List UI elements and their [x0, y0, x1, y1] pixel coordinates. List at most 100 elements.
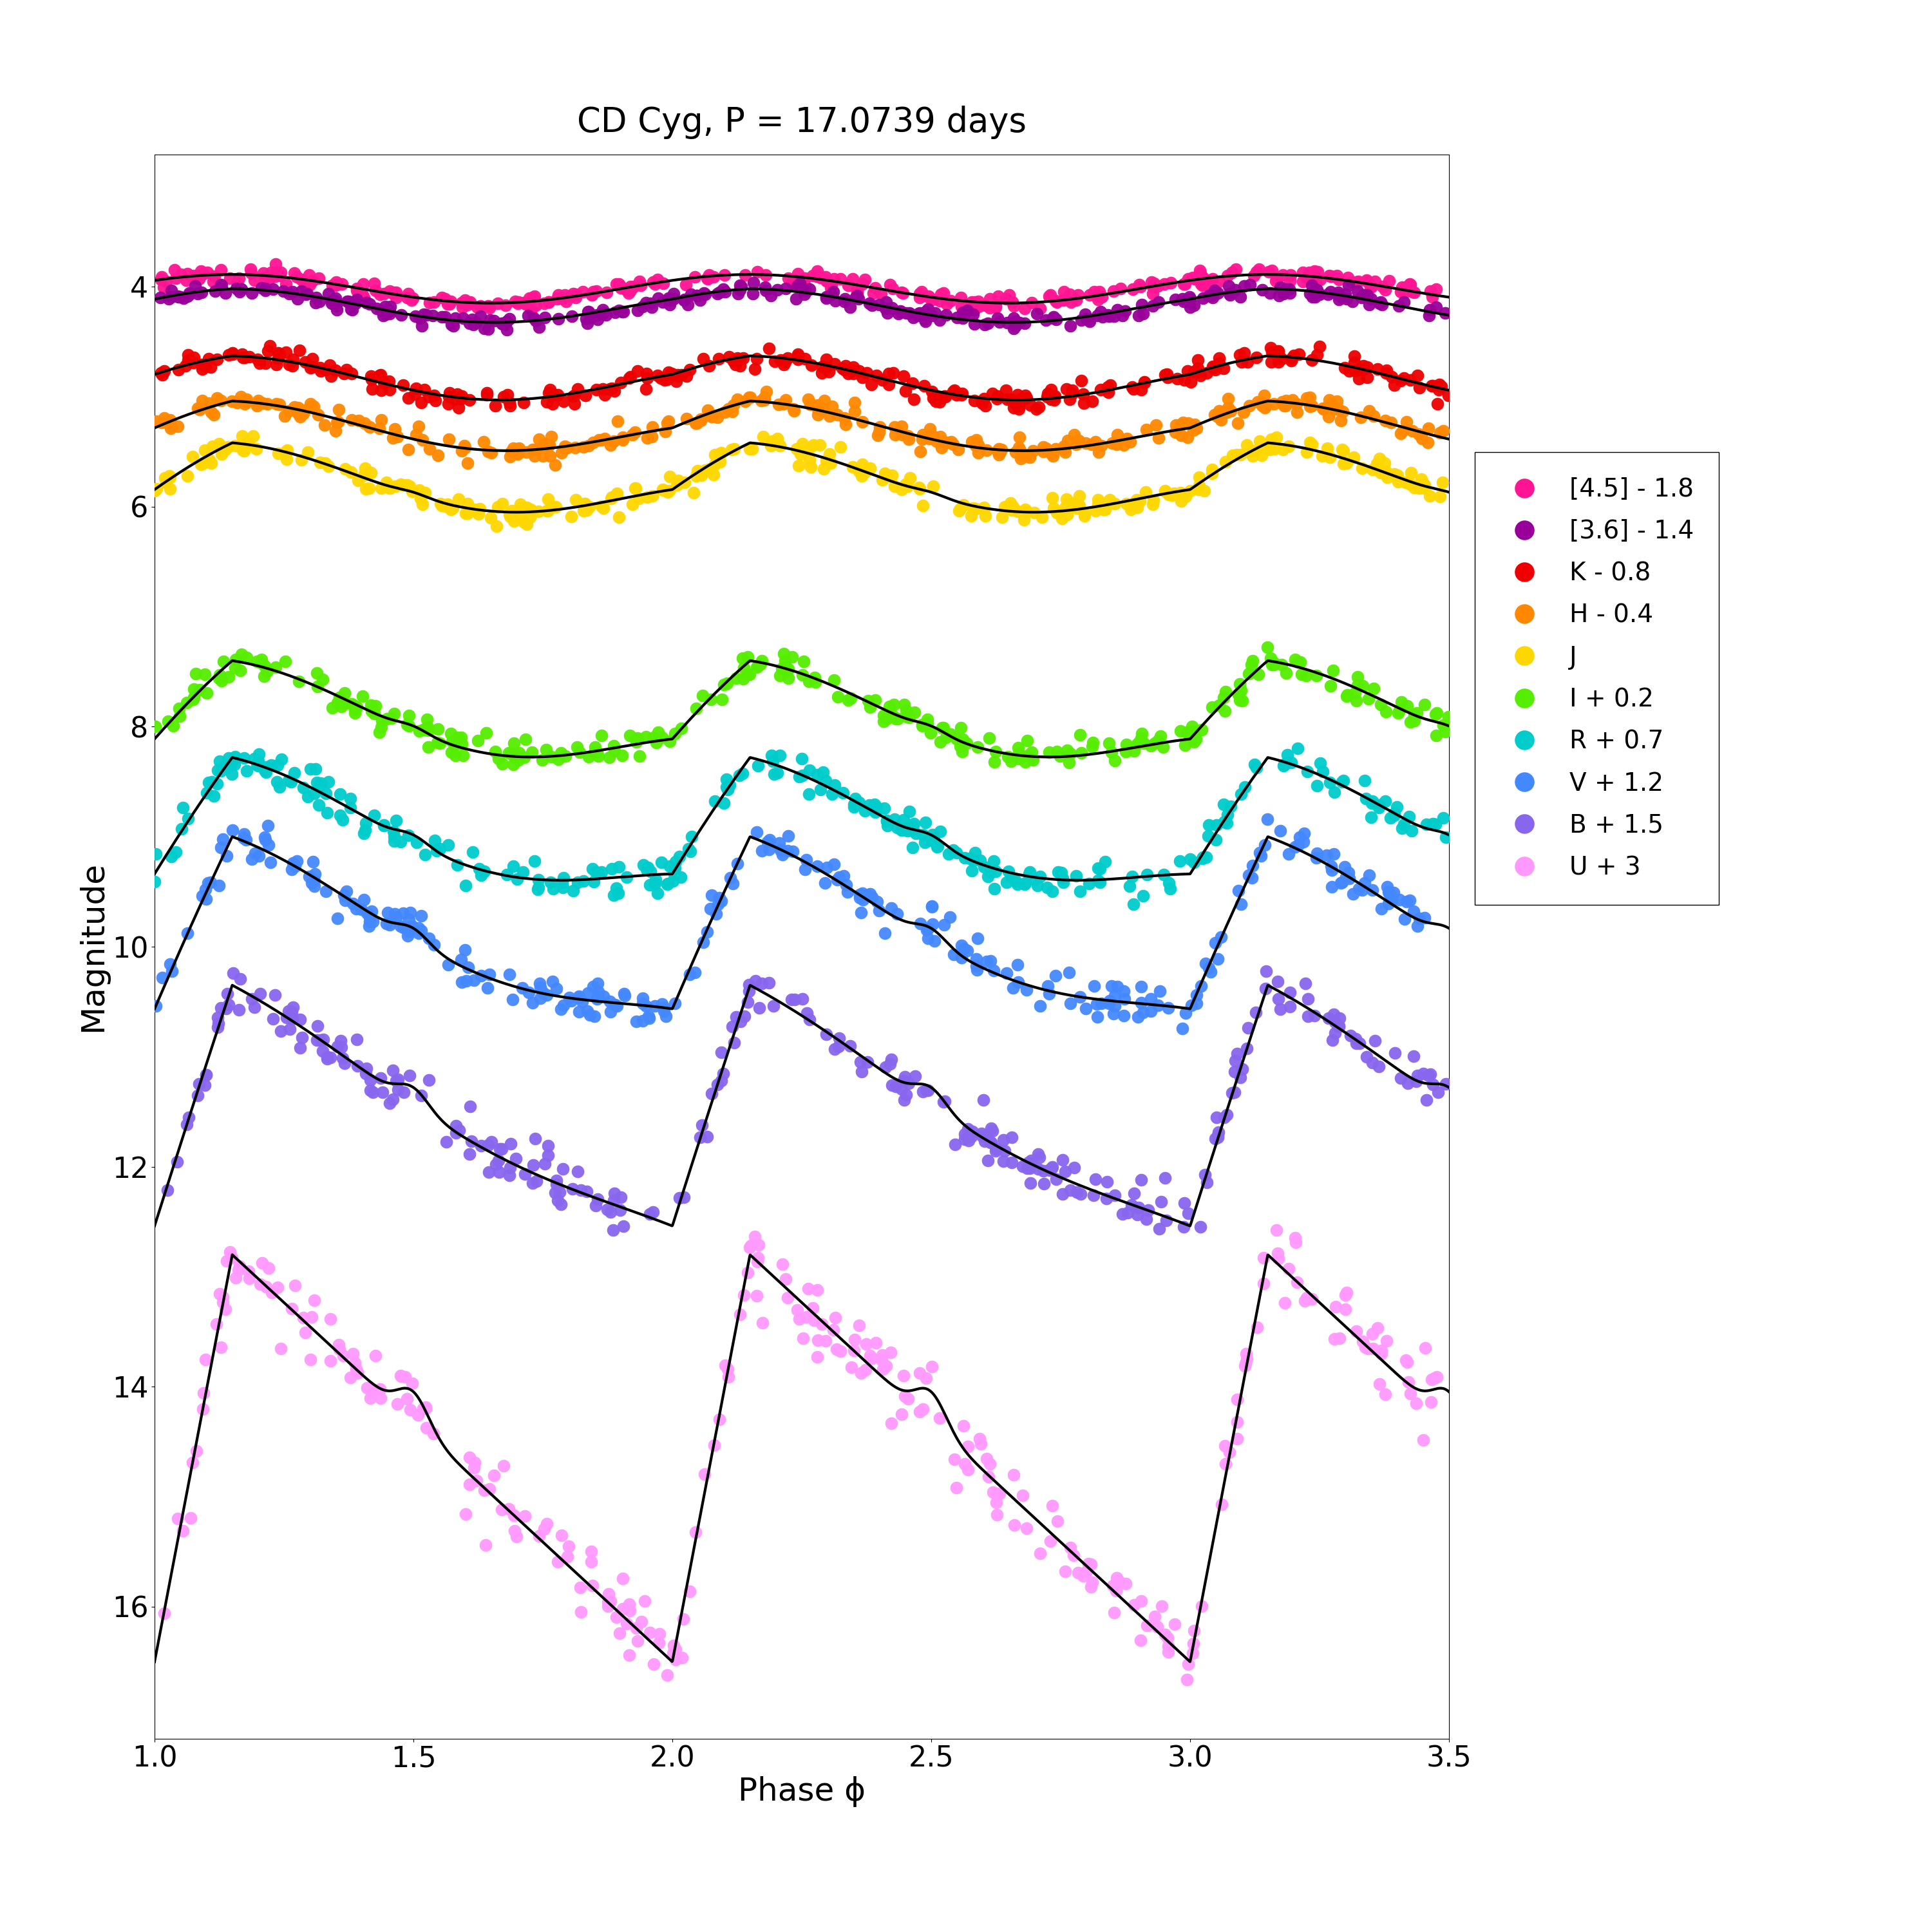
Point [500, 738, 531, 769]
Point [1101, 294, 1132, 325]
Point [1405, 902, 1435, 933]
Point [949, 1124, 980, 1155]
Point [1084, 276, 1115, 307]
Point [1109, 976, 1140, 1007]
Point [1264, 346, 1294, 377]
Point [709, 1350, 740, 1381]
Point [392, 920, 423, 951]
Point [1233, 659, 1264, 690]
Point [611, 1607, 641, 1638]
Point [392, 435, 423, 466]
Point [1318, 999, 1349, 1030]
Point [661, 1644, 692, 1675]
Point [1053, 748, 1084, 779]
Point [342, 466, 373, 497]
Point [802, 1275, 833, 1306]
Point [647, 269, 678, 299]
Point [1016, 736, 1047, 767]
Point [1115, 489, 1146, 520]
Point [647, 286, 678, 317]
Point [541, 284, 572, 315]
Point [383, 1074, 413, 1105]
Point [709, 276, 740, 307]
Point [628, 1005, 659, 1036]
Point [790, 263, 821, 294]
Point [1173, 408, 1204, 439]
Point [1109, 983, 1140, 1014]
Point [276, 276, 307, 307]
Point [966, 1428, 997, 1459]
Point [305, 767, 336, 798]
Point [927, 278, 958, 309]
Point [941, 379, 972, 410]
Point [769, 350, 800, 381]
Point [174, 280, 205, 311]
Point [338, 286, 369, 317]
Point [1347, 452, 1378, 483]
Point [587, 298, 618, 328]
Point [1287, 659, 1318, 690]
Point [1333, 858, 1364, 889]
Point [815, 278, 846, 309]
Point [1250, 390, 1281, 421]
Point [877, 292, 908, 323]
Point [1262, 966, 1293, 997]
Point [1068, 1561, 1099, 1592]
Point [1408, 469, 1439, 500]
Point [1080, 495, 1111, 526]
Point [1055, 311, 1086, 342]
Point [1293, 983, 1323, 1014]
Point [1179, 415, 1209, 446]
Point [1376, 361, 1406, 392]
Point [960, 425, 991, 456]
Point [369, 292, 400, 323]
Point [547, 282, 578, 313]
Point [999, 388, 1030, 419]
Point [626, 270, 657, 301]
Point [491, 305, 522, 336]
Point [682, 280, 713, 311]
Point [829, 402, 860, 433]
Point [1405, 373, 1435, 404]
Point [943, 495, 974, 526]
Point [1360, 1026, 1391, 1057]
Point [489, 309, 520, 340]
Point [759, 759, 790, 790]
Point [189, 1345, 220, 1376]
Point [925, 726, 956, 757]
Point [228, 435, 259, 466]
Point [900, 817, 931, 848]
Point [245, 272, 276, 303]
Point [709, 668, 740, 699]
Point [1074, 280, 1105, 311]
Point [1101, 972, 1132, 1003]
Point [1182, 344, 1213, 375]
Point [765, 661, 796, 692]
Point [240, 991, 270, 1022]
Point [1383, 696, 1414, 726]
Point [881, 1070, 912, 1101]
Point [645, 363, 676, 394]
Point [296, 753, 327, 784]
Point [601, 991, 632, 1022]
Point [574, 491, 605, 522]
Point [750, 383, 781, 413]
Point [952, 1455, 983, 1486]
Point [155, 460, 185, 491]
Point [1265, 344, 1296, 375]
Point [1281, 388, 1312, 419]
Point [1279, 831, 1310, 862]
Point [533, 429, 564, 460]
Point [1293, 1001, 1323, 1032]
Point [852, 686, 883, 717]
Point [367, 299, 398, 330]
Point [929, 427, 960, 458]
Point [811, 265, 842, 296]
Point [734, 976, 765, 1007]
Point [439, 311, 469, 342]
Point [516, 294, 547, 325]
Point [365, 375, 396, 406]
Point [363, 413, 394, 444]
Point [400, 301, 431, 332]
Point [1364, 790, 1395, 821]
